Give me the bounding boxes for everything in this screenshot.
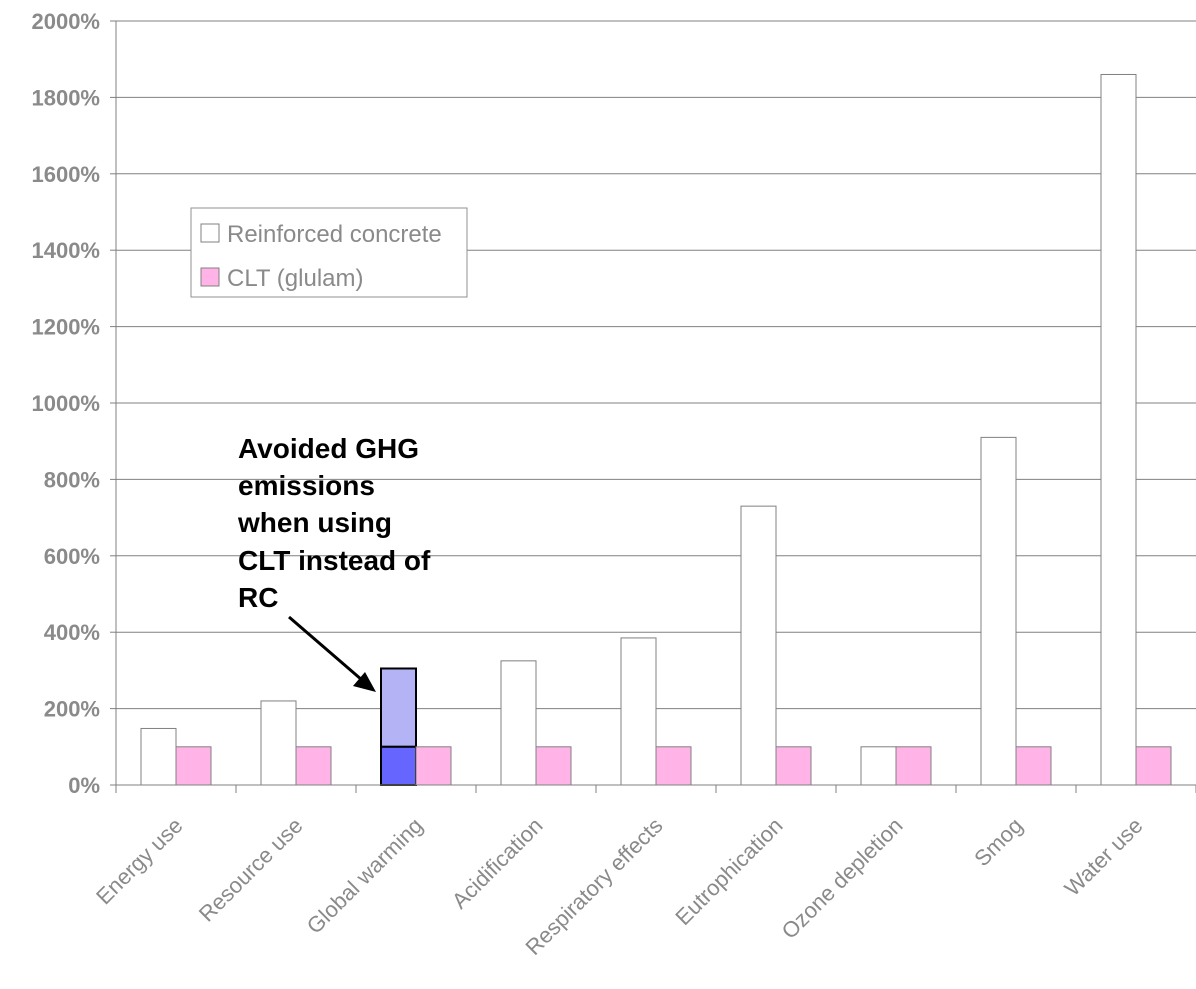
y-tick-label: 1800%	[31, 85, 100, 110]
annotation: Avoided GHG emissions when using CLT ins…	[237, 433, 431, 692]
bar-reinforced-concrete	[260, 700, 297, 786]
bar-clt-glulam	[775, 746, 812, 786]
bar-reinforced-concrete-base-portion	[380, 745, 417, 786]
legend-swatch-clt-glulam	[200, 267, 220, 287]
legend-label-reinforced-concrete: Reinforced concrete	[227, 221, 442, 248]
bar-clt-glulam	[175, 746, 212, 786]
legend-box	[190, 207, 468, 298]
y-tick-label: 1600%	[31, 162, 100, 187]
annotation-arrow	[288, 615, 376, 692]
annotation-line-5: RC	[238, 582, 278, 613]
y-tick-label: 2000%	[31, 9, 100, 34]
bar-reinforced-concrete	[500, 660, 537, 786]
annotation-line-3: when using	[237, 507, 392, 538]
bar-reinforced-concrete	[140, 727, 177, 786]
y-tick-label: 800%	[44, 467, 100, 492]
y-tick-label: 600%	[44, 544, 100, 569]
x-category-label: Acidification	[447, 813, 548, 914]
annotation-line-4: CLT instead of	[238, 545, 431, 576]
bar-reinforced-concrete	[620, 637, 657, 786]
bar-clt-glulam	[415, 746, 452, 786]
x-category-label: Eutrophication	[670, 813, 787, 930]
y-tick-label: 1200%	[31, 315, 100, 340]
x-category-label: Resource use	[194, 813, 308, 927]
x-category-label: Water use	[1060, 813, 1148, 901]
y-axis-tick-labels: 0% 200% 400% 600% 800% 1000% 1200% 1400% 1600% 18…	[31, 9, 100, 798]
y-tick-label: 400%	[44, 620, 100, 645]
legend-swatch-reinforced-concrete	[200, 223, 220, 243]
bar-reinforced-concrete	[740, 505, 777, 786]
x-category-label: Ozone depletion	[777, 813, 908, 944]
bar-reinforced-concrete	[980, 436, 1017, 786]
bar-reinforced-concrete	[860, 746, 897, 786]
x-category-label: Global warming	[302, 813, 428, 939]
bar-reinforced-concrete	[1100, 73, 1137, 786]
bar-clt-glulam	[1015, 746, 1052, 786]
bar-clt-glulam	[1135, 746, 1172, 786]
y-tick-label: 0%	[68, 773, 100, 798]
bars	[140, 73, 1172, 786]
bar-clt-glulam	[655, 746, 692, 786]
y-tick-label: 1400%	[31, 238, 100, 263]
annotation-line-2: emissions	[238, 470, 375, 501]
bar-reinforced-concrete-avoided-portion	[380, 667, 417, 748]
legend: Reinforced concrete CLT (glulam)	[190, 207, 468, 298]
y-tick-label: 200%	[44, 697, 100, 722]
bar-clt-glulam	[295, 746, 332, 786]
x-category-label: Energy use	[91, 813, 187, 909]
legend-label-clt-glulam: CLT (glulam)	[227, 265, 363, 292]
bar-clt-glulam	[535, 746, 572, 786]
bar-clt-glulam	[895, 746, 932, 786]
y-tick-label: 1000%	[31, 391, 100, 416]
x-category-label: Smog	[969, 813, 1027, 871]
annotation-line-1: Avoided GHG	[238, 433, 419, 464]
axes	[110, 20, 1196, 793]
